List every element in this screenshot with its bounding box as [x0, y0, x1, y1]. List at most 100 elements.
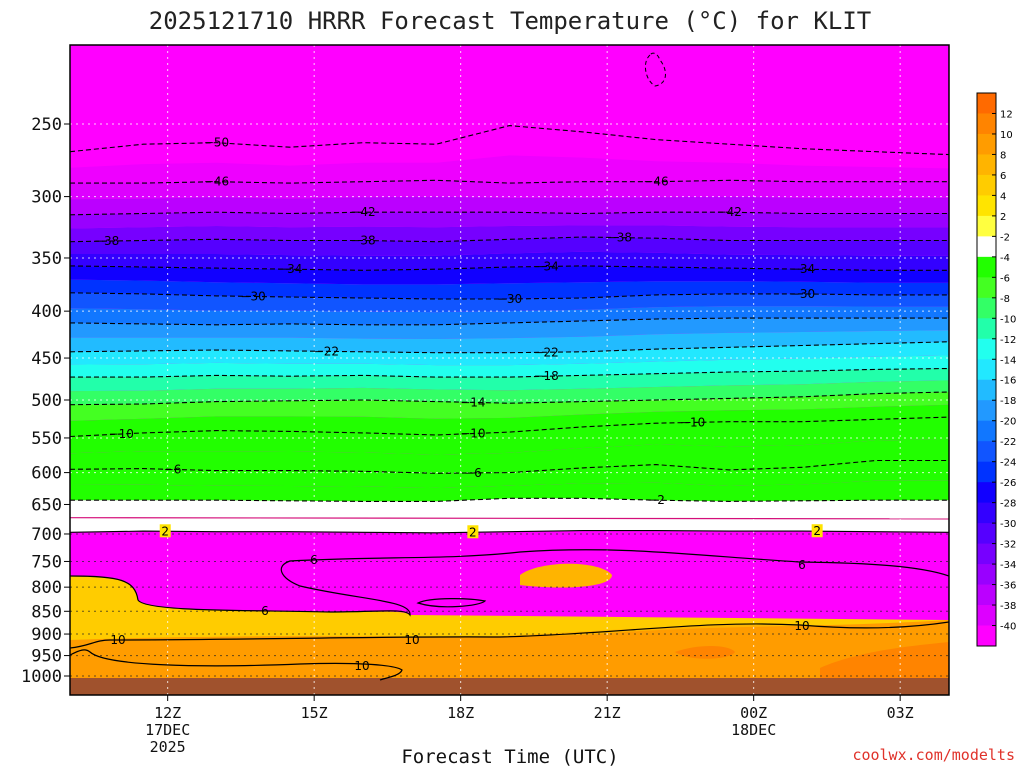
isotherm-10c-low [70, 649, 403, 681]
contour-label: 10 [110, 633, 125, 647]
contour-label: −22 [533, 345, 558, 359]
y-tick-label: 600 [31, 464, 62, 484]
colorbar-segment [977, 605, 996, 627]
isotherm-line [70, 265, 949, 271]
colorbar-segment [977, 93, 996, 114]
contour-label: 10 [794, 619, 809, 633]
isotherm-line [70, 317, 949, 326]
colorbar-segment [977, 461, 996, 483]
x-tick-label: 18Z [447, 704, 474, 722]
y-tick-label: 1000 [21, 667, 62, 687]
isotherm-line [70, 125, 949, 156]
y-tick-label: 950 [31, 647, 62, 667]
y-tick-label: 750 [31, 552, 62, 572]
contour-label-bg [811, 524, 823, 538]
colorbar-segment [977, 564, 996, 586]
colorbar-label: 6 [1000, 171, 1006, 182]
contour-label: −38 [350, 234, 375, 248]
colorbar: 12 10 8 6 4 2 -2 -4 -6 -8 -10 -12 -14 -16 -18 -20 -22 -24… [976, 92, 1016, 647]
isotherm-line [70, 179, 949, 184]
isotherm-line [70, 530, 949, 534]
contour-label: −42 [717, 205, 742, 219]
colorbar-frame [976, 92, 997, 647]
contour-label: −30 [497, 292, 522, 306]
contour-label: −22 [314, 344, 339, 358]
colorbar-segment [977, 420, 996, 442]
small-dashed-loop [644, 52, 666, 87]
warm-pocket-2 [675, 645, 735, 659]
isotherm-line [70, 341, 949, 354]
temperature-band [70, 279, 949, 299]
temperature-band [70, 417, 949, 455]
x-tick-label: 18DEC [731, 721, 776, 739]
y-tick-label: 700 [31, 525, 62, 545]
colorbar-label: -36 [1000, 581, 1016, 592]
contour-label: −10 [680, 415, 705, 429]
plot-frame [69, 44, 950, 696]
colorbar-segment [977, 482, 996, 504]
isotherm-line [70, 367, 949, 378]
y-tick-label: 900 [31, 625, 62, 645]
contour-label: −14 [460, 395, 485, 409]
contour-label: 6 [310, 553, 318, 567]
isotherm-line [70, 459, 949, 474]
colorbar-label: 12 [1000, 109, 1013, 120]
contour-label: −34 [277, 262, 302, 276]
colorbar-label: -32 [1000, 540, 1016, 551]
colorbar-segment [977, 215, 996, 237]
colorbar-segment [977, 236, 996, 258]
chart-title: 2025121710 HRRR Forecast Temperature (°C… [149, 7, 871, 35]
isotherm-line [70, 391, 949, 406]
temperature-band [70, 480, 949, 502]
plot-area: −50 −46 −46 −42 −42 −38 −38 −38 −34 −34 −34 −30 −30 −… [70, 45, 949, 695]
colorbar-label: -14 [1000, 355, 1016, 366]
colorbar-segment [977, 113, 996, 135]
temperature-band [70, 439, 949, 474]
colorbar-label: -24 [1000, 458, 1016, 469]
x-tick-label: 03Z [887, 704, 914, 722]
colorbar-segment [977, 133, 996, 155]
colorbar-label: -12 [1000, 335, 1016, 346]
temperature-band [70, 404, 949, 437]
temperature-band [70, 212, 949, 229]
contour-label: 6 [798, 558, 806, 572]
colorbar-label: -8 [1000, 294, 1010, 305]
contour-label: 2 [813, 524, 821, 538]
x-tick-label: 21Z [594, 704, 621, 722]
contour-label: −46 [204, 175, 229, 189]
y-tick-label: 450 [31, 349, 62, 369]
x-tick-label: 12Z [154, 704, 181, 722]
colorbar-label: -26 [1000, 478, 1016, 489]
y-tick-label: 850 [31, 602, 62, 622]
colorbar-segment [977, 154, 996, 176]
colorbar-label: -20 [1000, 417, 1016, 428]
colorbar-label: 4 [1000, 191, 1006, 202]
y-tick-label: 250 [31, 115, 62, 135]
colorbar-segment [977, 277, 996, 299]
colorbar-segment [977, 318, 996, 340]
temperature-band [70, 460, 949, 488]
contour-label: −2 [647, 493, 665, 507]
y-tick-label: 400 [31, 302, 62, 322]
contour-label: −30 [790, 287, 815, 301]
band-zero [70, 498, 949, 533]
temperature-band [70, 196, 949, 215]
temperature-band [70, 392, 949, 421]
contour-label: −6 [164, 462, 182, 476]
warm-pocket [520, 563, 612, 588]
contour-label: −46 [643, 175, 668, 189]
contour-label: 10 [404, 633, 419, 647]
y-tick-label: 800 [31, 578, 62, 598]
isotherm-line [70, 416, 949, 438]
temperature-band [70, 155, 949, 184]
contour-label: −50 [204, 136, 229, 150]
x-axis-label: Forecast Time (UTC) [401, 746, 618, 768]
x-tick-label: 15Z [301, 704, 328, 722]
temperature-band [70, 251, 949, 271]
contour-label: 10 [354, 659, 369, 673]
isotherm-10c [70, 621, 949, 649]
isotherm-line [70, 497, 949, 502]
contour-label: 2 [161, 524, 169, 538]
colorbar-label: -10 [1000, 314, 1016, 325]
